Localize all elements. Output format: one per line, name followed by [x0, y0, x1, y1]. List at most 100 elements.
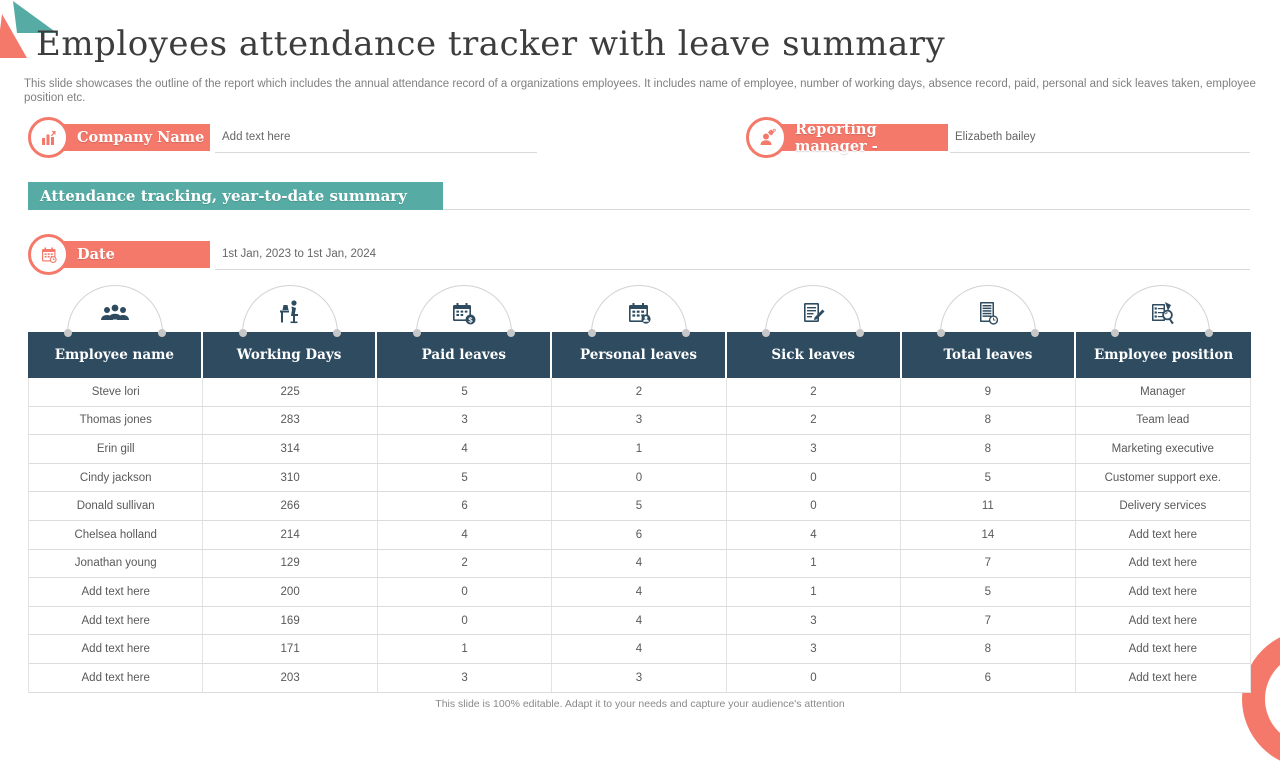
- table-cell: 4: [552, 578, 727, 606]
- table-cell: 2: [727, 378, 902, 406]
- arch-personal-leaves: [588, 285, 690, 337]
- arch-sick-leaves: [762, 285, 864, 337]
- table-cell: 171: [203, 635, 378, 663]
- table-cell: 129: [203, 549, 378, 578]
- table-cell: 8: [901, 635, 1076, 663]
- banner-extension-line: [443, 209, 1250, 210]
- manager-gear-icon: [760, 128, 776, 145]
- table-cell: 0: [727, 663, 902, 692]
- table-cell: Steve lori: [29, 378, 204, 406]
- table-cell: Customer support exe.: [1104, 471, 1221, 484]
- table-row: Donald sullivan 266 6 5 0 11 Delivery services: [29, 492, 1250, 521]
- arch-employee-name: [64, 285, 166, 337]
- reporting-manager-label: Reporting manager -: [795, 120, 878, 155]
- slide-footer-note: This slide is 100% editable. Adapt it to…: [435, 698, 845, 710]
- table-cell: Add text here: [1128, 557, 1197, 570]
- corner-triangles-decoration: [0, 1, 57, 58]
- column-header-sick-leaves: Sick leaves: [726, 332, 902, 378]
- arch-dot: [762, 329, 770, 337]
- table-row: Steve lori 225 5 2 2 9 Manager: [29, 378, 1250, 407]
- company-name-label: Company Name: [77, 129, 205, 146]
- table-cell: Cindy jackson: [29, 463, 204, 492]
- company-building-icon: [41, 130, 55, 145]
- arch-dot: [507, 329, 515, 337]
- date-underline: [215, 269, 1250, 270]
- section-banner-label: Attendance tracking, year-to-date summar…: [40, 187, 407, 205]
- arch-dot: [1111, 329, 1119, 337]
- table-cell: 5: [901, 463, 1076, 492]
- page-title: Employees attendance tracker with leave …: [36, 24, 946, 64]
- table-cell: Donald sullivan: [29, 492, 204, 520]
- company-name-value[interactable]: Add text here: [222, 131, 291, 143]
- table-cell: Chelsea holland: [29, 520, 204, 549]
- arch-dot: [856, 329, 864, 337]
- table-cell: Add text here: [29, 635, 204, 663]
- table-cell: 9: [901, 378, 1076, 406]
- table-cell: 4: [552, 606, 727, 635]
- table-cell: 1: [727, 549, 902, 578]
- table-cell: 8: [901, 406, 1076, 435]
- table-cell: 4: [552, 635, 727, 663]
- arch-dot: [1205, 329, 1213, 337]
- table-row: Cindy jackson 310 5 0 0 5 Customer support exe…: [29, 463, 1250, 493]
- table-cell: 7: [901, 549, 1076, 578]
- date-label: Date: [77, 246, 115, 263]
- table-cell: 1: [378, 635, 553, 663]
- arch-dot: [1031, 329, 1039, 337]
- section-banner: Attendance tracking, year-to-date summar…: [28, 182, 443, 210]
- column-header-personal-leaves: Personal leaves: [552, 332, 727, 378]
- table-cell: 266: [203, 492, 378, 520]
- table-cell: Delivery services: [1119, 500, 1207, 513]
- table-cell: 11: [901, 492, 1076, 520]
- reporting-manager-label-bar: Reporting manager -: [763, 121, 948, 155]
- table-header-row: Employee name Working Days Paid leaves P…: [28, 332, 1251, 378]
- table-row: Add text here 169 0 4 3 7 Add text here: [29, 606, 1250, 636]
- table-cell: 4: [378, 435, 553, 463]
- reporting-manager-badge: [746, 117, 787, 158]
- date-value[interactable]: 1st Jan, 2023 to 1st Jan, 2024: [222, 248, 377, 260]
- table-cell: 2: [552, 378, 727, 406]
- table-cell: 6: [901, 663, 1076, 692]
- company-name-label-bar: Company Name: [45, 124, 210, 151]
- table-cell: 225: [203, 378, 378, 406]
- table-cell: 283: [203, 406, 378, 435]
- table-cell: 4: [727, 520, 902, 549]
- table-cell: 4: [378, 520, 553, 549]
- column-header-employee-position: Employee position: [1076, 332, 1251, 378]
- table-cell: Jonathan young: [29, 549, 204, 578]
- table-cell: Add text here: [29, 663, 204, 692]
- table-cell: 310: [203, 463, 378, 492]
- table-cell: 4: [552, 549, 727, 578]
- date-label-bar: Date: [45, 241, 210, 268]
- table-cell: Add text here: [1128, 528, 1197, 541]
- table-row: Chelsea holland 214 4 6 4 14 Add text here: [29, 520, 1250, 550]
- table-cell: 203: [203, 663, 378, 692]
- table-cell: 0: [552, 463, 727, 492]
- table-cell: 1: [727, 578, 902, 606]
- table-cell: Add text here: [1128, 671, 1197, 684]
- table-cell: 1: [552, 435, 727, 463]
- table-cell: 0: [378, 606, 553, 635]
- table-cell: 7: [901, 606, 1076, 635]
- table-cell: 3: [727, 435, 902, 463]
- table-cell: 2: [378, 549, 553, 578]
- report-clock-icon: [980, 302, 999, 325]
- reporting-manager-value[interactable]: Elizabeth bailey: [955, 131, 1036, 143]
- table-cell: 5: [378, 378, 553, 406]
- table-cell: 2: [727, 406, 902, 435]
- table-cell: Manager: [1140, 385, 1186, 398]
- table-cell: Erin gill: [29, 435, 204, 463]
- table-cell: 3: [727, 606, 902, 635]
- arch-dot: [682, 329, 690, 337]
- calendar-person-icon: [629, 303, 651, 324]
- table-cell: Add text here: [1128, 585, 1197, 598]
- arch-dot: [333, 329, 341, 337]
- table-cell: 3: [727, 635, 902, 663]
- table-cell: 3: [378, 663, 553, 692]
- table-cell: 5: [552, 492, 727, 520]
- calendar-money-icon: $: [453, 303, 476, 325]
- table-cell: 214: [203, 520, 378, 549]
- column-header-paid-leaves: Paid leaves: [377, 332, 553, 378]
- page-description: This slide showcases the outline of the …: [24, 78, 1256, 105]
- svg-text:$: $: [468, 315, 473, 324]
